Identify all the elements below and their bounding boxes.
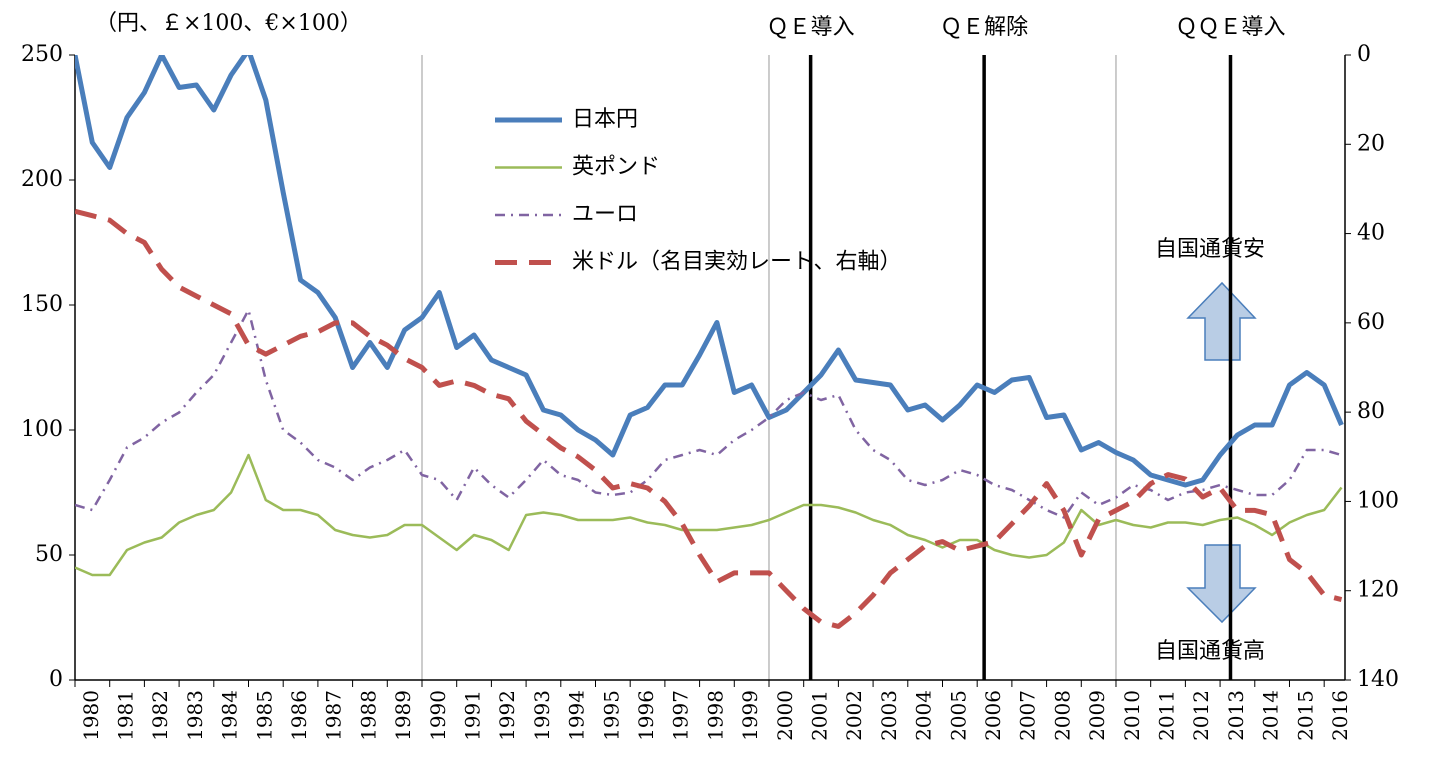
legend-label: 日本円 — [572, 107, 638, 132]
x-tick-label: 1995 — [599, 690, 623, 741]
x-tick-label: 1989 — [391, 690, 415, 741]
x-tick-label: 2006 — [981, 690, 1005, 741]
y-tick-label: 250 — [21, 42, 63, 67]
y2-tick-label: 100 — [1357, 488, 1399, 513]
x-tick-label: 1983 — [183, 690, 207, 741]
series-line — [75, 55, 1344, 488]
x-tick-label: 1985 — [252, 690, 276, 741]
x-tick-label: 1998 — [703, 690, 727, 741]
unit-label: （円、￡×100、€×100） — [95, 11, 362, 36]
x-tick-label: 1984 — [218, 690, 242, 741]
x-tick-label: 1988 — [356, 690, 380, 741]
x-tick-label: 2011 — [1155, 690, 1179, 741]
x-tick-label: 1994 — [565, 690, 589, 741]
legend-label: ユーロ — [572, 202, 638, 227]
x-tick-label: 1999 — [738, 690, 762, 741]
event-label: ＱＱＥ導入 — [1175, 15, 1285, 40]
y2-tick-label: 60 — [1357, 310, 1385, 335]
series-line — [75, 453, 1343, 577]
plot-area — [75, 55, 1344, 629]
down-arrow — [1186, 544, 1257, 624]
x-tick-label: 2013 — [1224, 690, 1248, 741]
x-tick-label: 2008 — [1050, 690, 1074, 741]
x-tick-label: 2001 — [808, 690, 832, 741]
x-tick-label: 1997 — [669, 690, 693, 741]
series-line — [75, 208, 1343, 629]
x-tick-label: 2004 — [912, 690, 936, 741]
x-tick-label: 1980 — [79, 690, 103, 741]
up-arrow — [1186, 281, 1257, 361]
event-label: ＱＥ導入 — [767, 15, 855, 40]
x-tick-label: 1992 — [495, 690, 519, 741]
x-tick-label: 1987 — [322, 690, 346, 741]
y2-tick-label: 0 — [1357, 42, 1371, 67]
y-tick-label: 200 — [21, 167, 63, 192]
y2-tick-label: 40 — [1357, 221, 1385, 246]
y-tick-label: 0 — [49, 667, 63, 692]
x-tick-label: 1990 — [426, 690, 450, 741]
x-tick-label: 2012 — [1189, 690, 1213, 741]
y2-tick-label: 140 — [1357, 667, 1399, 692]
x-tick-label: 1981 — [114, 690, 138, 741]
note: 自国通貨高 — [1155, 639, 1265, 664]
y2-tick-label: 120 — [1357, 578, 1399, 603]
x-tick-label: 2014 — [1259, 690, 1283, 741]
x-tick-label: 2002 — [842, 690, 866, 741]
x-tick-label: 2009 — [1085, 690, 1109, 741]
x-tick-label: 1996 — [634, 690, 658, 741]
x-tick-label: 2016 — [1328, 690, 1352, 741]
y2-tick-label: 80 — [1357, 399, 1385, 424]
note: 自国通貨安 — [1155, 237, 1265, 262]
event-label: ＱＥ解除 — [940, 15, 1028, 40]
x-tick-label: 1986 — [287, 690, 311, 741]
y-tick-label: 100 — [21, 417, 63, 442]
x-tick-label: 1993 — [530, 690, 554, 741]
x-tick-label: 2015 — [1293, 690, 1317, 741]
x-tick-label: 2000 — [773, 690, 797, 741]
y2-tick-label: 20 — [1357, 131, 1385, 156]
legend-label: 英ポンド — [572, 155, 660, 180]
x-tick-label: 1991 — [461, 690, 485, 741]
x-tick-label: 2005 — [946, 690, 970, 741]
legend-label: 米ドル（名目実効レート、右軸） — [572, 250, 902, 275]
x-tick-label: 2007 — [1016, 690, 1040, 741]
y-tick-label: 50 — [35, 542, 63, 567]
x-tick-label: 1982 — [148, 690, 172, 741]
x-tick-label: 2003 — [877, 690, 901, 741]
x-tick-label: 2010 — [1120, 690, 1144, 741]
y-tick-label: 150 — [21, 292, 63, 317]
